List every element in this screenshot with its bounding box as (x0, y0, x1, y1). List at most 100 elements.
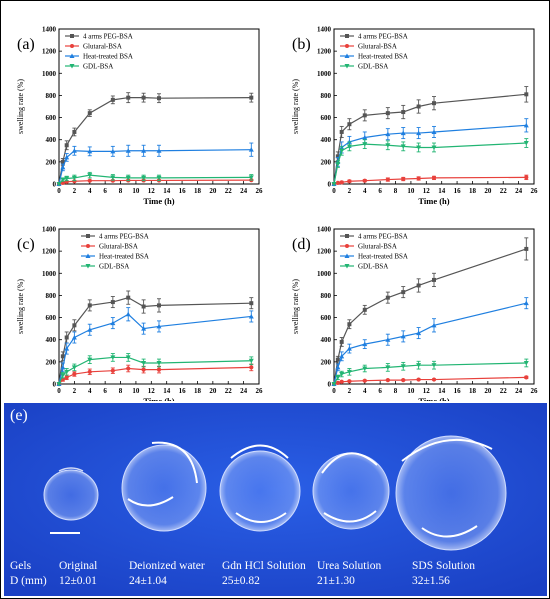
data-point (60, 177, 66, 183)
legend-label: Glutaral-BSA (83, 43, 122, 51)
x-tick-label: 14 (438, 387, 446, 395)
caption-d-urea: 21±1.30 (317, 575, 355, 587)
data-point (416, 145, 422, 150)
data-point (362, 142, 368, 147)
plot-frame (58, 228, 260, 385)
plot-frame (58, 28, 260, 185)
y-tick-label: 200 (321, 358, 332, 366)
y-tick-label: 0 (53, 181, 57, 189)
data-point (125, 148, 131, 153)
y-tick-label: 200 (46, 358, 57, 366)
x-tick-label: 18 (469, 387, 477, 395)
legend-marker (345, 234, 349, 238)
x-tick-label: 0 (332, 187, 336, 195)
y-tick-label: 400 (46, 336, 57, 344)
data-point (87, 173, 93, 178)
legend-label: GDL-BSA (358, 263, 388, 271)
data-point (64, 143, 69, 148)
x-tick-label: 8 (394, 187, 398, 195)
data-point (110, 355, 116, 360)
x-tick-label: 2 (348, 187, 352, 195)
data-point (385, 378, 390, 383)
x-tick-label: 16 (179, 187, 187, 195)
data-point (339, 148, 345, 154)
legend-label: GDL-BSA (83, 63, 113, 71)
x-tick-label: 22 (225, 187, 233, 195)
y-tick-label: 800 (46, 92, 57, 100)
data-point (64, 154, 70, 160)
data-point (400, 364, 406, 369)
series-gdl-bsa (331, 358, 529, 387)
data-point (141, 326, 147, 331)
data-point (87, 148, 93, 154)
caption-d-deionized-water: 24±1.04 (129, 575, 167, 587)
y-tick-label: 1000 (317, 70, 332, 78)
caption-gel-gdn-hcl: Gdn HCl Solution (222, 560, 306, 572)
series-line (58, 366, 252, 385)
data-point (524, 92, 529, 97)
series-heat-treated-bsa (331, 118, 529, 186)
legend-label: Glutaral-BSA (358, 43, 397, 51)
data-point (431, 129, 437, 134)
y-tick-label: 600 (46, 314, 57, 322)
caption-gel-original: Original (59, 560, 98, 572)
data-point (347, 322, 352, 327)
data-point (401, 176, 406, 182)
series-heat-treated-bsa (331, 297, 529, 386)
series-heat-treated-bsa (56, 142, 254, 186)
data-point (431, 145, 437, 150)
gel-urea (312, 452, 390, 530)
panel-label: (a) (17, 36, 35, 53)
data-point (64, 335, 69, 340)
x-tick-label: 0 (332, 387, 336, 395)
x-tick-label: 2 (73, 187, 77, 195)
x-tick-label: 22 (500, 187, 508, 195)
data-point (71, 335, 77, 340)
y-tick-label: 0 (328, 381, 332, 389)
x-tick-label: 26 (531, 387, 539, 395)
series-line (58, 97, 252, 185)
data-point (431, 322, 437, 328)
series-line (58, 149, 252, 185)
data-point (72, 179, 77, 184)
x-tick-label: 20 (484, 187, 492, 195)
data-point (416, 330, 422, 336)
data-point (523, 141, 529, 146)
data-point (401, 110, 406, 115)
data-point (110, 368, 115, 373)
y-tick-label: 1400 (317, 26, 332, 34)
data-point (156, 360, 162, 366)
gel-photo (4, 403, 547, 596)
data-point (346, 369, 352, 375)
y-tick-label: 600 (46, 114, 57, 122)
data-point (362, 178, 367, 183)
series-glutaral-bsa (331, 375, 529, 387)
data-point (248, 175, 254, 180)
data-point (339, 372, 345, 377)
data-point (110, 320, 116, 326)
legend-label: GDL-BSA (358, 63, 388, 71)
data-point (72, 371, 77, 377)
x-tick-label: 8 (119, 187, 123, 195)
data-point (416, 283, 421, 288)
data-point (71, 175, 77, 181)
data-point (431, 175, 437, 181)
y-tick-label: 1200 (42, 248, 57, 256)
data-point (400, 333, 406, 339)
series-line (58, 313, 252, 385)
data-point (125, 175, 131, 181)
data-point (87, 369, 92, 374)
y-tick-label: 1000 (317, 270, 332, 278)
data-point (157, 303, 161, 308)
x-tick-label: 10 (407, 187, 415, 195)
caption-header-gels: Gels (10, 560, 32, 572)
y-tick-label: 1400 (317, 226, 332, 234)
data-point (385, 295, 390, 300)
series-4-arms-peg-bsa (57, 92, 254, 186)
y-tick-label: 600 (321, 114, 332, 122)
x-tick-label: 22 (225, 387, 233, 395)
series-glutaral-bsa (331, 174, 529, 187)
series-line (333, 248, 527, 385)
